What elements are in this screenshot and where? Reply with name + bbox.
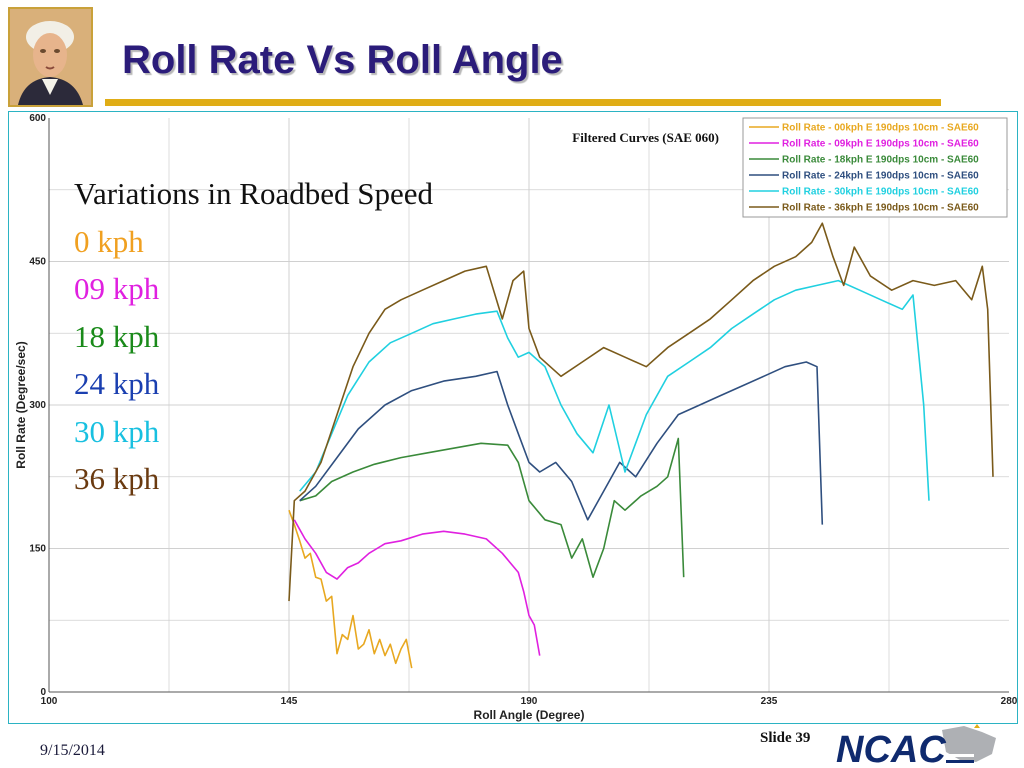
portrait-image xyxy=(8,7,93,107)
legend-entry-1: Roll Rate - 09kph E 190dps 10cm - SAE60 xyxy=(782,139,979,150)
y-tick-label: 300 xyxy=(29,400,46,411)
x-tick-label: 100 xyxy=(41,696,58,707)
y-tick-label: 450 xyxy=(29,257,46,268)
speed-label-18: 18 kph xyxy=(74,318,160,354)
speed-label-0: 0 kph xyxy=(74,223,144,259)
legend-entry-0: Roll Rate - 00kph E 190dps 10cm - SAE60 xyxy=(782,123,979,134)
legend-entry-5: Roll Rate - 36kph E 190dps 10cm - SAE60 xyxy=(782,203,979,214)
x-tick-label: 280 xyxy=(1001,696,1017,707)
series-line-0 xyxy=(288,509,413,669)
slide-number: Slide 39 xyxy=(760,730,811,746)
legend-entry-2: Roll Rate - 18kph E 190dps 10cm - SAE60 xyxy=(782,155,979,166)
y-tick-label: 600 xyxy=(29,113,46,124)
x-axis-label: Roll Angle (Degree) xyxy=(474,708,585,722)
speed-variations-block: Variations in Roadbed Speed 0 kph 09 kph… xyxy=(74,170,433,503)
x-tick-label: 145 xyxy=(281,696,298,707)
y-tick-label: 0 xyxy=(40,687,46,698)
slide-title: Roll Rate Vs Roll Angle xyxy=(122,38,563,82)
chart-frame: 100 145 190 235 280 0 150 300 450 600 Roll Angle (… xyxy=(8,111,1018,724)
chart-legend: Roll Rate - 00kph E 190dps 10cm - SAE60 R… xyxy=(742,117,1008,218)
title-divider xyxy=(105,99,941,106)
y-tick-label: 150 xyxy=(29,544,46,555)
speed-label-9: 09 kph xyxy=(74,271,160,306)
speed-label-24: 24 kph xyxy=(74,366,160,401)
ncac-logo-text: NCAC xyxy=(836,729,946,768)
chart-title: Filtered Curves (SAE 060) xyxy=(572,130,719,145)
speed-label-36: 36 kph xyxy=(74,461,160,496)
series-line-1 xyxy=(293,519,541,656)
speed-variations-heading: Variations in Roadbed Speed xyxy=(74,176,434,211)
series-line-3 xyxy=(299,361,824,525)
series-line-5 xyxy=(288,222,994,602)
legend-entry-3: Roll Rate - 24kph E 190dps 10cm - SAE60 xyxy=(782,171,979,182)
slide-date: 9/15/2014 xyxy=(40,742,105,759)
legend-entry-4: Roll Rate - 30kph E 190dps 10cm - SAE60 xyxy=(782,187,979,198)
ncac-logo: NCAC xyxy=(836,724,996,768)
legend-box xyxy=(742,117,1008,218)
y-axis-label: Roll Rate (Degree/sec) xyxy=(14,341,28,468)
series-line-2 xyxy=(299,437,685,579)
speed-label-30: 30 kph xyxy=(74,413,160,449)
roll-rate-chart: 100 145 190 235 280 0 150 300 450 600 Roll Angle (… xyxy=(14,113,1017,722)
x-tick-label: 190 xyxy=(521,696,538,707)
x-tick-label: 235 xyxy=(761,696,778,707)
